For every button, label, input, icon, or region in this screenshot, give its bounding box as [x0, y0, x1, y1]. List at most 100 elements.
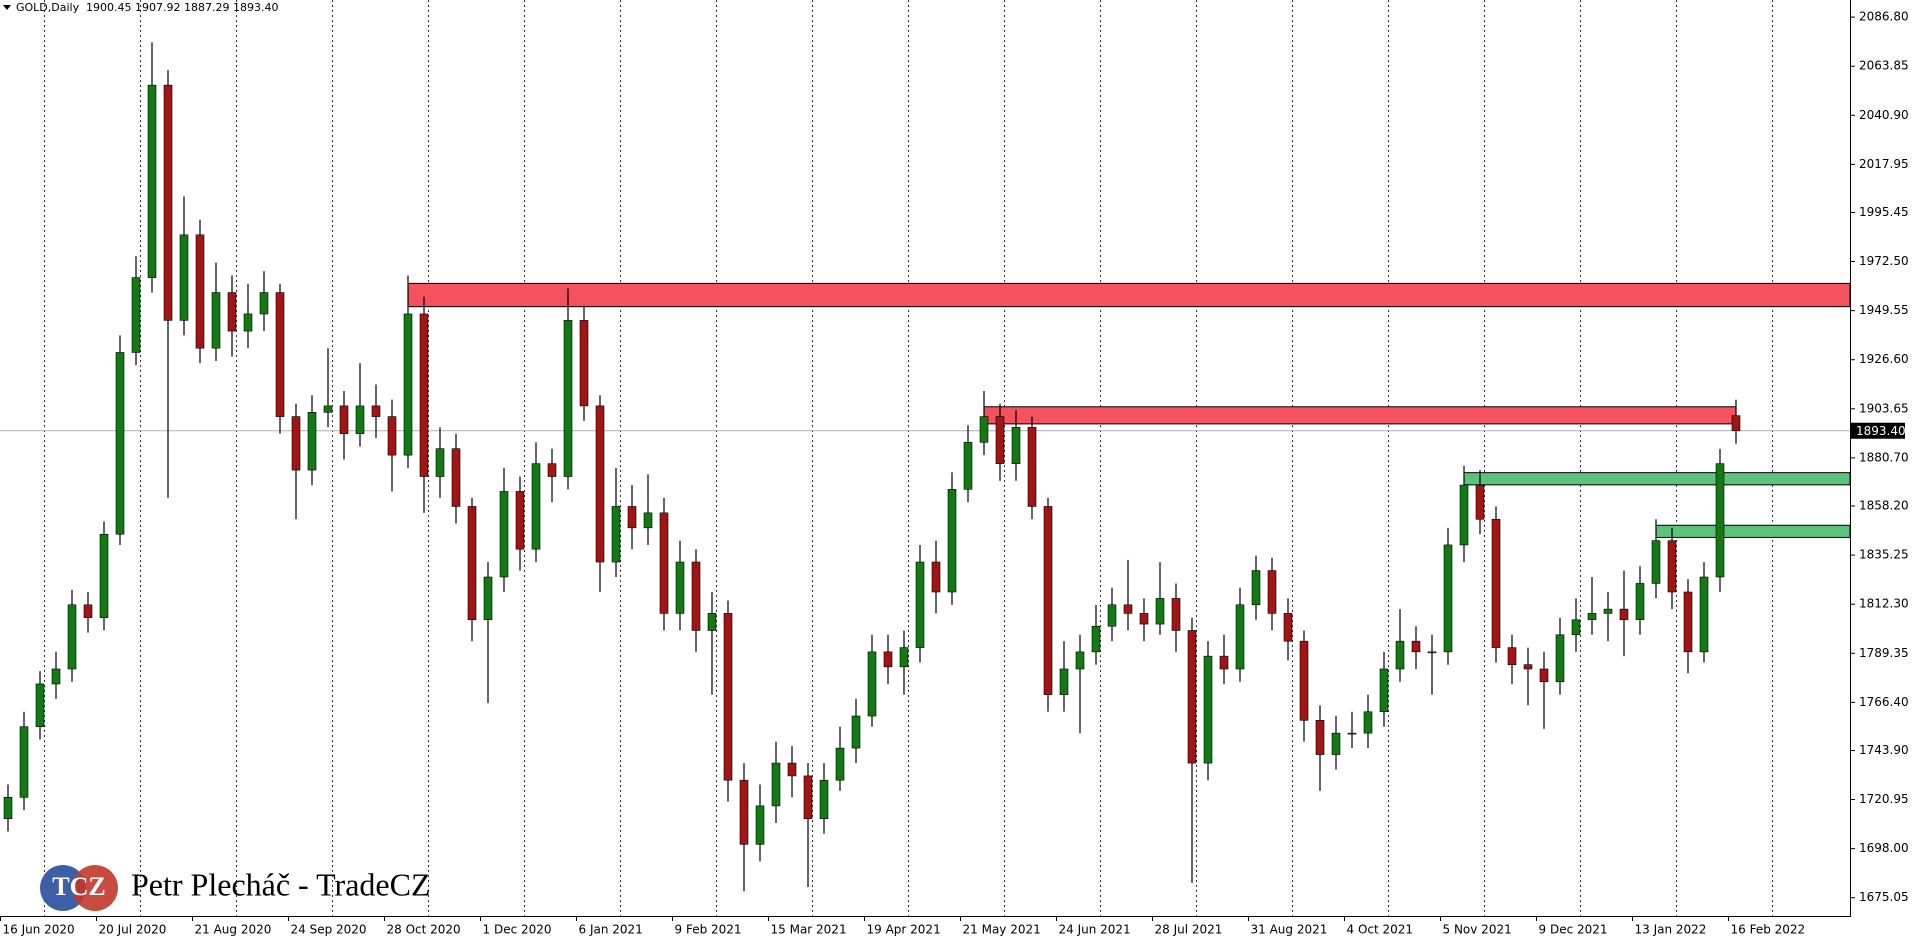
zone	[1463, 472, 1851, 486]
candle-body	[1667, 540, 1677, 593]
candle-body	[1235, 604, 1245, 670]
header-arrow	[3, 5, 11, 10]
y-tick-label: 1698.00	[1859, 841, 1909, 855]
candle-body	[803, 775, 813, 819]
candle-body	[1059, 668, 1069, 695]
candle-body	[819, 779, 829, 819]
y-tick-label: 1903.65	[1859, 401, 1909, 415]
x-tick-label: 1 Dec 2020	[483, 923, 552, 937]
y-tick-label: 2040.90	[1859, 108, 1909, 122]
logo-circle	[40, 865, 86, 911]
y-tick-label: 1858.20	[1859, 499, 1909, 513]
y-tick-label: 2017.95	[1859, 157, 1909, 171]
candle-body	[1443, 544, 1453, 653]
x-tick-label: 19 Apr 2021	[867, 923, 941, 937]
candle-body	[35, 683, 45, 728]
candle-body	[211, 292, 221, 349]
candle-body	[451, 448, 461, 507]
candle-body	[755, 805, 765, 845]
candle-body	[1587, 613, 1597, 621]
candle-body	[739, 779, 749, 845]
candle-body	[707, 613, 717, 631]
x-tick-label: 4 Oct 2021	[1347, 923, 1414, 937]
candle-body	[515, 491, 525, 550]
zone	[407, 282, 1851, 308]
candle-body	[1539, 668, 1549, 683]
candle-body	[1299, 640, 1309, 721]
candle-body	[1699, 576, 1709, 653]
y-tick-label: 1789.35	[1859, 646, 1909, 660]
candle-body	[483, 576, 493, 621]
candle-body	[323, 405, 333, 413]
candle-body	[1139, 613, 1149, 625]
y-tick-label: 1675.05	[1859, 890, 1909, 904]
candle-body	[1075, 651, 1085, 670]
candle-body	[1523, 664, 1533, 670]
candle-body	[339, 405, 349, 435]
y-tick-label: 1880.70	[1859, 450, 1909, 464]
candle-body	[1219, 655, 1229, 670]
candle-body	[979, 416, 989, 443]
candle-body	[371, 405, 381, 417]
candle-body	[99, 533, 109, 618]
candle-body	[227, 292, 237, 332]
x-tick-label: 24 Jun 2021	[1059, 923, 1131, 937]
y-tick-label: 1926.60	[1859, 352, 1909, 366]
x-tick-label: 13 Jan 2022	[1635, 923, 1707, 937]
y-tick-label: 1812.30	[1859, 597, 1909, 611]
x-tick-label: 24 Sep 2020	[291, 923, 367, 937]
y-tick-label: 1995.45	[1859, 205, 1909, 219]
zone	[1655, 524, 1851, 538]
x-tick-label: 6 Jan 2021	[579, 923, 643, 937]
candle-body	[643, 512, 653, 529]
candle-body	[611, 506, 621, 563]
candle-body	[1395, 640, 1405, 670]
candle-body	[387, 416, 397, 456]
last-price-box	[1851, 422, 1905, 439]
candle-body	[1091, 625, 1101, 653]
candle-body	[883, 651, 893, 668]
candle-body	[675, 561, 685, 614]
candle-body	[1123, 604, 1133, 614]
candle-body	[1283, 613, 1293, 642]
zone	[983, 406, 1737, 425]
candles	[3, 42, 1741, 892]
candle-body	[995, 416, 1005, 464]
candle-body	[1267, 570, 1277, 614]
candle-body	[147, 84, 157, 278]
candle-body	[179, 234, 189, 321]
candle-body	[3, 797, 13, 819]
x-tick-label: 21 Aug 2020	[195, 923, 272, 937]
chart-subtitle: 1900.45 1907.92 1887.29 1893.40	[86, 1, 278, 14]
candle-body	[307, 412, 317, 471]
candle-body	[1107, 604, 1117, 627]
candle-body	[163, 84, 173, 321]
candle-body	[1475, 484, 1485, 520]
candle-body	[1459, 484, 1469, 546]
candle-body	[1411, 640, 1421, 653]
y-tick-label: 1972.50	[1859, 254, 1909, 268]
candle-body	[1043, 506, 1053, 695]
x-tick-label: 21 May 2021	[963, 923, 1041, 937]
y-tick-label: 2063.85	[1859, 59, 1909, 73]
candle-body	[1155, 598, 1165, 625]
candle-body	[931, 561, 941, 593]
candle-body	[1555, 634, 1565, 683]
candle-body	[1251, 570, 1261, 606]
candle-body	[899, 647, 909, 668]
candle-body	[131, 277, 141, 353]
candle-body	[419, 313, 429, 477]
x-tick-label: 31 Aug 2021	[1251, 923, 1328, 937]
candle-body	[67, 604, 77, 670]
candle-body	[531, 463, 541, 550]
candle-body	[963, 441, 973, 490]
candle-body	[1379, 668, 1389, 713]
candle-body	[19, 726, 29, 798]
last-price-label: 1893.40	[1856, 424, 1906, 438]
watermark-logo: TCZ	[52, 872, 105, 901]
candle-body	[115, 352, 125, 535]
candle-body	[787, 762, 797, 777]
candle-body	[1715, 463, 1725, 578]
